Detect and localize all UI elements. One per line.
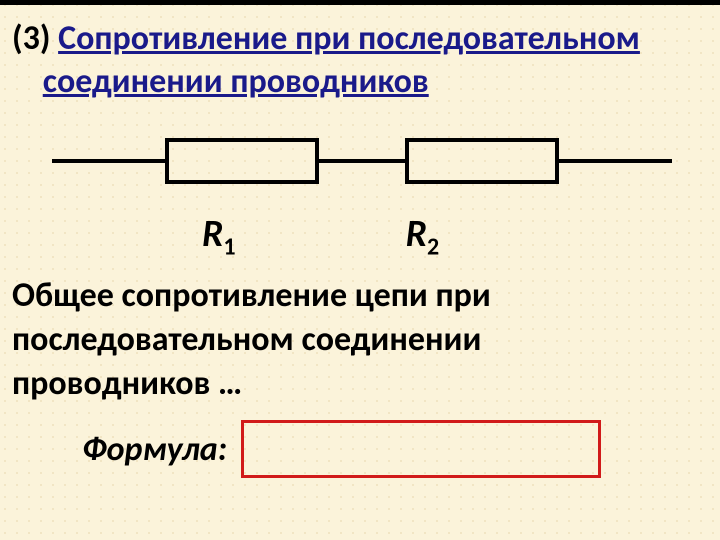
formula-box	[241, 420, 601, 478]
circuit-svg	[12, 121, 712, 201]
formula-row: Формула:	[82, 420, 708, 478]
circuit-diagram	[12, 121, 708, 201]
formula-label: Формула:	[82, 429, 227, 470]
body-line2: последовательном соединении	[12, 319, 481, 360]
body-line1: Общее сопротивление цепи при	[12, 275, 491, 316]
r2-label: R2	[406, 211, 440, 262]
body-line3: проводников …	[12, 363, 242, 404]
heading: (3) Сопротивление при последовательном с…	[12, 18, 708, 103]
heading-number: (3)	[12, 18, 50, 59]
body-text: Общее сопротивление цепи при последовате…	[12, 274, 708, 407]
slide-content: (3) Сопротивление при последовательном с…	[0, 0, 720, 540]
heading-line1: Сопротивление при последовательном	[58, 18, 640, 59]
heading-line2: соединении проводников	[43, 61, 429, 102]
resistor-labels: R1 R2	[202, 211, 708, 262]
r1-label: R1	[202, 211, 236, 262]
